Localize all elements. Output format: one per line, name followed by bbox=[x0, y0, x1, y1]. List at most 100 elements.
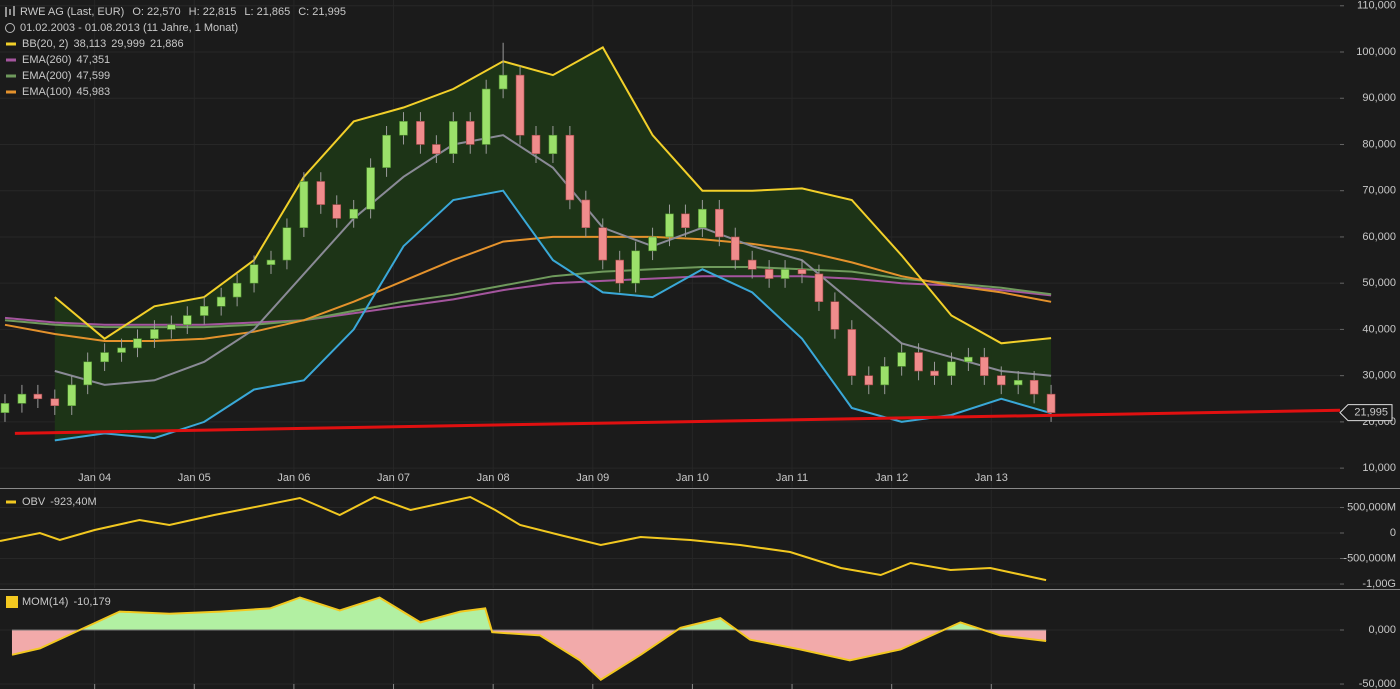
legend-swatch bbox=[6, 596, 18, 608]
legend-label: MOM(14) bbox=[22, 596, 68, 608]
clock-icon bbox=[5, 23, 15, 33]
x-tick-label: Jan 12 bbox=[875, 472, 908, 484]
candle-body bbox=[698, 208, 707, 229]
candle-body bbox=[183, 315, 192, 326]
subtitle: 01.02.2003 - 01.08.2013 (11 Jahre, 1 Mon… bbox=[20, 22, 238, 34]
legend-value: 47,599 bbox=[77, 70, 111, 82]
ohlc-label: H: 22,815 bbox=[189, 6, 237, 18]
x-tick-label: Jan 04 bbox=[78, 472, 111, 484]
candle-body bbox=[399, 121, 408, 136]
candle-body bbox=[332, 204, 342, 219]
obv-line bbox=[0, 495, 1047, 582]
candle-body bbox=[996, 375, 1006, 386]
legend-label: EMA(260) bbox=[22, 54, 72, 66]
legend-value: -10,179 bbox=[73, 596, 110, 608]
candle-body bbox=[216, 296, 226, 307]
y-tick-label: 110,000 bbox=[1357, 0, 1396, 12]
candle-body bbox=[266, 259, 276, 265]
price-tag-label: 21,995 bbox=[1354, 407, 1388, 419]
candle-body bbox=[67, 384, 77, 407]
legend-label: EMA(200) bbox=[22, 70, 72, 82]
band-line bbox=[54, 134, 1052, 386]
y-tick-label: -1,00G bbox=[1362, 578, 1396, 590]
y-tick-label: 0 bbox=[1390, 527, 1396, 539]
candle-body bbox=[133, 338, 142, 349]
candle-body bbox=[1046, 393, 1056, 413]
legend-value: 29,999 bbox=[111, 38, 145, 50]
trendline bbox=[14, 408, 1341, 435]
candle-body bbox=[764, 269, 774, 279]
candle-body bbox=[150, 329, 159, 339]
candle-body bbox=[548, 134, 558, 155]
icon bbox=[5, 6, 15, 17]
candle-body bbox=[864, 375, 874, 386]
candle-body bbox=[449, 121, 458, 155]
ohlc-label: O: 22,570 bbox=[132, 6, 180, 18]
candle-body bbox=[598, 227, 608, 261]
price-tag bbox=[1339, 404, 1393, 422]
candle-body bbox=[930, 370, 939, 376]
candle-body bbox=[299, 181, 309, 229]
candle-body bbox=[167, 324, 176, 330]
candle-body bbox=[947, 361, 956, 376]
candle-body bbox=[897, 352, 906, 367]
x-tick-label: Jan 09 bbox=[576, 472, 609, 484]
candle-body bbox=[631, 250, 640, 284]
y-tick-label: 80,000 bbox=[1362, 138, 1396, 150]
candle-body bbox=[0, 403, 10, 413]
momentum-area-positive bbox=[11, 597, 1047, 630]
y-tick-label: 0,000 bbox=[1368, 624, 1396, 636]
candle-body bbox=[50, 398, 60, 407]
candle-body bbox=[880, 366, 889, 386]
x-tick-label: Jan 05 bbox=[178, 472, 211, 484]
y-tick-label: 30,000 bbox=[1362, 370, 1396, 382]
candle-body bbox=[847, 329, 857, 376]
candle-body bbox=[830, 301, 840, 330]
candle-body bbox=[481, 88, 491, 145]
candle-body bbox=[964, 356, 973, 363]
candle-body bbox=[515, 74, 525, 136]
ema-line bbox=[4, 275, 1052, 326]
candle-body bbox=[747, 259, 757, 270]
candle-body bbox=[316, 181, 326, 205]
momentum-line bbox=[11, 596, 1047, 681]
legend-label: EMA(100) bbox=[22, 86, 72, 98]
candle-body bbox=[232, 282, 242, 298]
legend-value: 38,113 bbox=[73, 38, 106, 50]
candle-body bbox=[117, 347, 126, 353]
candle-body bbox=[715, 208, 724, 238]
ohlc-label: C: 21,995 bbox=[298, 6, 346, 18]
candle-body bbox=[249, 264, 259, 284]
x-tick-label: Jan 11 bbox=[776, 472, 808, 484]
candle-body bbox=[349, 208, 358, 219]
legend-value: 21,886 bbox=[150, 38, 184, 50]
y-tick-label: 90,000 bbox=[1362, 92, 1396, 104]
candle-body bbox=[581, 199, 591, 229]
y-tick-label: 10,000 bbox=[1362, 462, 1396, 474]
candle-body bbox=[531, 134, 541, 155]
y-tick-label: 60,000 bbox=[1362, 231, 1396, 243]
candle-body bbox=[366, 167, 375, 210]
legend-label: OBV bbox=[22, 496, 46, 508]
candle-body bbox=[100, 352, 109, 363]
y-tick-label: 500,000M bbox=[1347, 501, 1396, 513]
x-tick-label: Jan 07 bbox=[377, 472, 410, 484]
candle-body bbox=[498, 74, 508, 90]
candle-body bbox=[780, 269, 790, 279]
candle-body bbox=[382, 134, 391, 168]
momentum-area-negative bbox=[11, 630, 1047, 680]
x-tick-label: Jan 06 bbox=[277, 472, 310, 484]
candle-body bbox=[565, 134, 575, 201]
band-line bbox=[54, 46, 1052, 345]
candle-body bbox=[730, 236, 740, 261]
legend-label: BB(20, 2) bbox=[22, 38, 68, 50]
band-fill bbox=[54, 47, 1052, 441]
candle-body bbox=[83, 361, 92, 386]
x-tick-label: Jan 10 bbox=[676, 472, 709, 484]
legend-value: 47,351 bbox=[77, 54, 111, 66]
y-tick-label: 100,000 bbox=[1356, 46, 1396, 58]
x-tick-label: Jan 13 bbox=[975, 472, 1008, 484]
candle-body bbox=[432, 144, 441, 155]
candle-body bbox=[465, 121, 475, 145]
